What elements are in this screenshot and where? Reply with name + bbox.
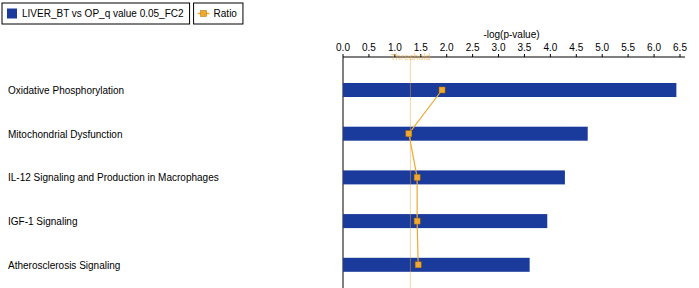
tick-mark bbox=[343, 54, 344, 57]
tick-mark bbox=[498, 54, 499, 57]
tick-label: 4.0 bbox=[543, 42, 557, 53]
category-label: IL-12 Signaling and Production in Macrop… bbox=[8, 172, 219, 183]
tick-mark bbox=[472, 54, 473, 57]
tick-label: 6.0 bbox=[647, 42, 661, 53]
bar bbox=[343, 170, 565, 184]
tick-label: 4.5 bbox=[569, 42, 583, 53]
tick-mark bbox=[524, 54, 525, 57]
tick-mark bbox=[602, 54, 603, 57]
ratio-marker bbox=[415, 262, 421, 268]
tick-mark bbox=[446, 54, 447, 57]
tick-label: 0.0 bbox=[336, 42, 350, 53]
tick-label: 2.5 bbox=[466, 42, 480, 53]
legend: LIVER_BT vs OP_q value 0.05_FC2 Ratio bbox=[2, 3, 243, 24]
category-label: IGF-1 Signaling bbox=[8, 216, 77, 227]
tick-mark bbox=[550, 54, 551, 57]
bar bbox=[343, 127, 588, 141]
legend-box bbox=[2, 3, 190, 24]
tick-label: 3.0 bbox=[492, 42, 506, 53]
bar bbox=[343, 83, 676, 97]
legend-label: Ratio bbox=[214, 8, 238, 19]
tick-mark bbox=[576, 54, 577, 57]
chart: LIVER_BT vs OP_q value 0.05_FC2 Ratio -log… bbox=[0, 0, 699, 288]
tick-mark bbox=[368, 54, 369, 57]
category-label: Oxidative Phosphorylation bbox=[8, 85, 124, 96]
ratio-marker bbox=[414, 174, 420, 180]
bar bbox=[343, 258, 530, 272]
ratio-line bbox=[409, 90, 442, 265]
legend-marker bbox=[201, 11, 207, 17]
axis-title: -log(p-value) bbox=[483, 29, 539, 40]
legend-item: LIVER_BT vs OP_q value 0.05_FC2 bbox=[2, 3, 190, 24]
tick-mark bbox=[654, 54, 655, 57]
ratio-marker bbox=[406, 131, 412, 137]
tick-mark bbox=[680, 54, 681, 57]
plot-area bbox=[343, 57, 676, 288]
ratio-marker bbox=[414, 218, 420, 224]
tick-label: 5.5 bbox=[621, 42, 635, 53]
category-label: Mitochondrial Dysfunction bbox=[8, 129, 123, 140]
tick-label: 3.5 bbox=[518, 42, 532, 53]
category-label: Atherosclerosis Signaling bbox=[8, 260, 120, 271]
tick-label: 5.0 bbox=[595, 42, 609, 53]
tick-label: 6.5 bbox=[673, 42, 687, 53]
tick-mark bbox=[628, 54, 629, 57]
ratio-marker bbox=[439, 87, 445, 93]
tick-label: 2.0 bbox=[440, 42, 454, 53]
bar bbox=[343, 214, 547, 228]
tick-label: 0.5 bbox=[362, 42, 376, 53]
legend-label: LIVER_BT vs OP_q value 0.05_FC2 bbox=[22, 8, 184, 19]
threshold-label: Threshold bbox=[390, 52, 430, 62]
legend-swatch bbox=[7, 9, 17, 19]
chart-container: LIVER_BT vs OP_q value 0.05_FC2 Ratio -log… bbox=[0, 0, 699, 288]
threshold-line bbox=[410, 57, 411, 288]
legend-item: Ratio bbox=[194, 3, 243, 24]
legend-box bbox=[194, 3, 243, 24]
